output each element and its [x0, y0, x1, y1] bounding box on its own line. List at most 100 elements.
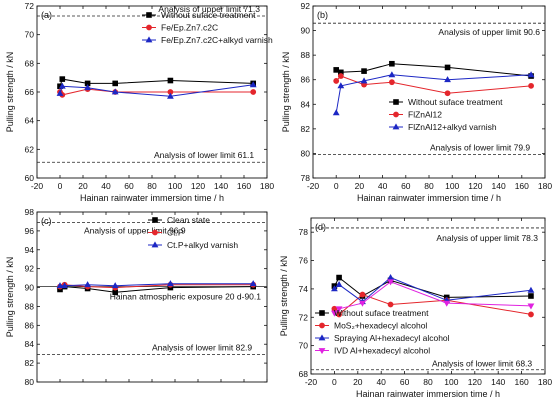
x-tick-label: 100 [444, 377, 458, 387]
limit-annotation: Analysis of upper limit 90.6 [438, 27, 540, 37]
x-tick-label: 180 [538, 181, 552, 191]
data-point [56, 89, 64, 96]
legend-label: Without suface treatment [408, 97, 503, 107]
legend-marker [151, 241, 159, 248]
y-tick-label: 68 [299, 369, 309, 379]
data-point [361, 68, 367, 74]
legend-label: IVD Al+hexadecyl alcohol [334, 346, 430, 356]
data-point [332, 109, 340, 116]
panel-label: (c) [41, 216, 52, 226]
legend-marker [145, 36, 153, 43]
legend-label: Without suface treatment [334, 308, 429, 318]
y-tick-label: 80 [25, 377, 35, 387]
x-tick-label: 40 [376, 377, 386, 387]
data-point [84, 84, 91, 91]
data-point [528, 82, 534, 89]
x-tick-label: -20 [31, 181, 44, 191]
chart-panel-1: -20 0 20 40 60 80 100 120 140 160 180 60 62 64 66 68 70 7… [5, 1, 274, 203]
data-point [333, 78, 340, 84]
x-tick-label: 180 [260, 181, 274, 191]
data-point [167, 280, 174, 287]
x-tick-label: 160 [515, 181, 529, 191]
data-point [444, 90, 451, 97]
data-point [528, 311, 534, 318]
data-point [444, 76, 451, 83]
legend-label: Spraying Al+hexadecyl alcohol [334, 333, 450, 343]
legend-label: FlZnAl12 [408, 110, 442, 120]
y-axis-label: Pulling strength / kN [5, 52, 15, 133]
data-point [388, 71, 396, 78]
panel-label: (a) [41, 10, 52, 20]
x-tick-label: 180 [538, 377, 552, 387]
x-tick-label: -20 [305, 377, 318, 387]
x-tick-label: 120 [468, 377, 482, 387]
data-point [528, 293, 534, 299]
y-tick-label: 84 [25, 339, 35, 349]
y-tick-label: 78 [301, 173, 311, 183]
y-tick-label: 68 [25, 58, 35, 68]
y-tick-label: 84 [301, 99, 311, 109]
x-tick-label: -20 [307, 181, 320, 191]
y-axis-label: Pulling strength / kN [5, 257, 15, 338]
limit-annotation: Analysis of lower limit 82.9 [152, 343, 252, 353]
data-point [333, 67, 339, 73]
y-tick-label: 72 [299, 312, 309, 322]
data-point [444, 64, 451, 71]
data-point [527, 303, 535, 310]
data-point [111, 282, 119, 289]
data-point [56, 282, 64, 289]
x-tick-label: 0 [332, 377, 337, 387]
x-tick-label: 100 [168, 181, 182, 191]
x-tick-label: 0 [334, 181, 339, 191]
panel-label: (b) [317, 10, 328, 20]
data-point [335, 306, 343, 313]
data-point [359, 300, 366, 307]
y-tick-label: 98 [25, 207, 35, 217]
data-point [167, 77, 174, 84]
y-tick-label: 80 [301, 148, 311, 158]
chart-panel-4: -20 0 20 40 60 80 100 120 140 160 180 68 70 72 74 76 78 (… [279, 217, 552, 399]
panel-label: (d) [315, 222, 326, 232]
y-tick-label: 64 [25, 116, 35, 126]
legend-marker [152, 217, 158, 223]
limit-annotation: Hainan atmospheric exposure 20 d-90.1 [110, 292, 261, 302]
x-tick-label: 140 [214, 181, 228, 191]
data-point [112, 80, 118, 87]
legend-marker [146, 12, 152, 18]
data-point [112, 289, 118, 296]
legend-label: Without suface treatment [161, 10, 256, 20]
x-tick-label: 20 [353, 377, 363, 387]
data-point [337, 73, 344, 79]
data-point [387, 279, 394, 286]
y-tick-label: 86 [25, 320, 35, 330]
data-point [336, 311, 342, 318]
x-tick-label: 40 [378, 181, 388, 191]
x-tick-label: 0 [58, 181, 63, 191]
data-point [389, 60, 395, 67]
y-tick-label: 88 [301, 50, 311, 60]
data-point [387, 273, 394, 280]
y-tick-label: 62 [25, 144, 35, 154]
y-axis-label: Pulling strength / kN [281, 52, 291, 133]
x-tick-label: 60 [400, 377, 410, 387]
chart-panel-3: 80 82 84 86 88 90 92 94 96 98 (c) Pulling strength … [5, 207, 268, 387]
x-axis-label: Hainan rainwater immersion time / h [80, 193, 224, 203]
x-tick-label: 100 [445, 181, 459, 191]
data-point [57, 83, 63, 90]
data-point [61, 282, 68, 289]
x-tick-label: 80 [424, 181, 434, 191]
x-tick-label: 140 [492, 181, 506, 191]
legend-label: MoS₂+hexadecyl alcohol [334, 321, 427, 331]
y-tick-label: 72 [25, 1, 35, 11]
legend-label: Ct.P [167, 228, 184, 238]
data-point [388, 79, 395, 86]
chart-panel-2: -20 0 20 40 60 80 100 120 140 160 180 78 80 82 84 86 88 9… [281, 1, 552, 203]
data-point [331, 310, 338, 317]
y-tick-label: 96 [25, 226, 35, 236]
y-tick-label: 82 [301, 124, 311, 134]
legend-label: FlZnAl12+alkyd varnish [408, 122, 497, 132]
y-tick-label: 78 [299, 227, 309, 237]
y-tick-label: 90 [301, 26, 311, 36]
legend-marker [318, 348, 326, 355]
y-tick-label: 76 [299, 256, 309, 266]
